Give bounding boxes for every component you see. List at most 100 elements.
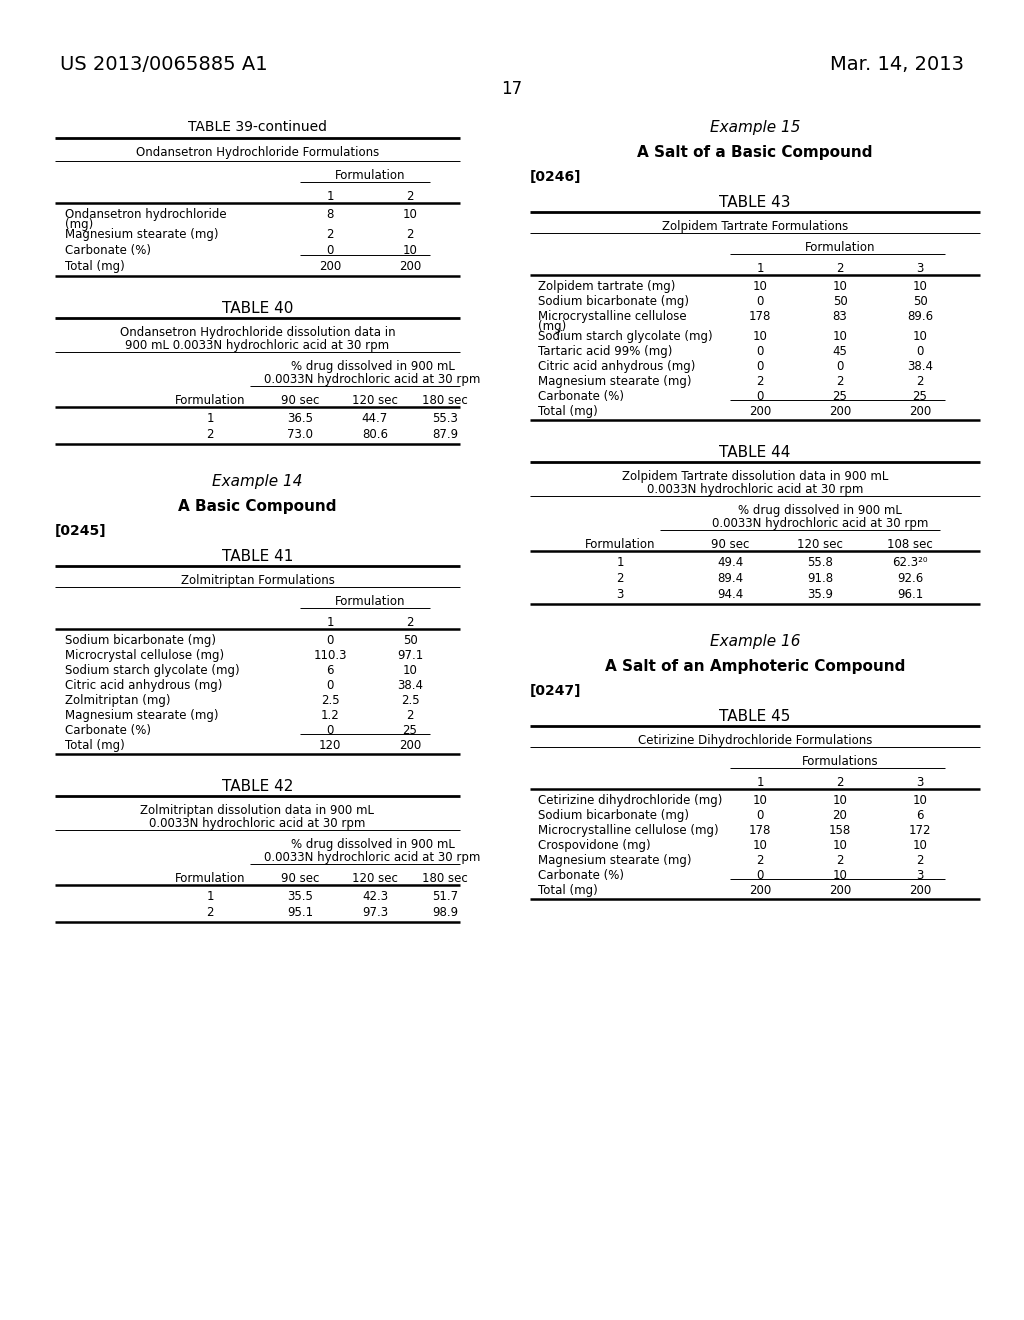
- Text: Example 15: Example 15: [710, 120, 800, 135]
- Text: 10: 10: [912, 840, 928, 851]
- Text: Formulation: Formulation: [335, 595, 406, 609]
- Text: Example 16: Example 16: [710, 634, 800, 649]
- Text: Carbonate (%): Carbonate (%): [65, 723, 151, 737]
- Text: 89.6: 89.6: [907, 310, 933, 323]
- Text: 0: 0: [916, 345, 924, 358]
- Text: 3: 3: [916, 869, 924, 882]
- Text: Ondansetron Hydrochloride dissolution data in: Ondansetron Hydrochloride dissolution da…: [120, 326, 395, 339]
- Text: 38.4: 38.4: [907, 360, 933, 374]
- Text: 36.5: 36.5: [287, 412, 313, 425]
- Text: 50: 50: [912, 294, 928, 308]
- Text: 2: 2: [407, 190, 414, 203]
- Text: 2: 2: [407, 228, 414, 242]
- Text: 49.4: 49.4: [717, 556, 743, 569]
- Text: 44.7: 44.7: [361, 412, 388, 425]
- Text: 200: 200: [828, 884, 851, 898]
- Text: Formulation: Formulation: [805, 242, 876, 253]
- Text: Cetirizine dihydrochloride (mg): Cetirizine dihydrochloride (mg): [538, 795, 722, 807]
- Text: 200: 200: [749, 405, 771, 418]
- Text: 0.0033N hydrochloric acid at 30 rpm: 0.0033N hydrochloric acid at 30 rpm: [712, 517, 928, 531]
- Text: 0: 0: [757, 294, 764, 308]
- Text: 120 sec: 120 sec: [352, 873, 398, 884]
- Text: (mg): (mg): [538, 319, 566, 333]
- Text: 1: 1: [757, 776, 764, 789]
- Text: [0245]: [0245]: [55, 524, 106, 539]
- Text: 8: 8: [327, 209, 334, 220]
- Text: % drug dissolved in 900 mL: % drug dissolved in 900 mL: [291, 838, 455, 851]
- Text: 200: 200: [399, 260, 421, 273]
- Text: 1: 1: [757, 261, 764, 275]
- Text: Microcrystal cellulose (mg): Microcrystal cellulose (mg): [65, 649, 224, 663]
- Text: 92.6: 92.6: [897, 572, 923, 585]
- Text: Sodium starch glycolate (mg): Sodium starch glycolate (mg): [538, 330, 713, 343]
- Text: 20: 20: [833, 809, 848, 822]
- Text: 10: 10: [753, 840, 767, 851]
- Text: Zolpidem Tartrate dissolution data in 900 mL: Zolpidem Tartrate dissolution data in 90…: [622, 470, 888, 483]
- Text: TABLE 45: TABLE 45: [719, 709, 791, 723]
- Text: 1: 1: [206, 890, 214, 903]
- Text: Mar. 14, 2013: Mar. 14, 2013: [830, 55, 964, 74]
- Text: 0.0033N hydrochloric acid at 30 rpm: 0.0033N hydrochloric acid at 30 rpm: [647, 483, 863, 496]
- Text: 10: 10: [912, 280, 928, 293]
- Text: 200: 200: [399, 739, 421, 752]
- Text: 158: 158: [828, 824, 851, 837]
- Text: 110.3: 110.3: [313, 649, 347, 663]
- Text: Total (mg): Total (mg): [65, 739, 125, 752]
- Text: Zolmitriptan (mg): Zolmitriptan (mg): [65, 694, 171, 708]
- Text: 10: 10: [402, 664, 418, 677]
- Text: 1.2: 1.2: [321, 709, 339, 722]
- Text: 10: 10: [753, 280, 767, 293]
- Text: Carbonate (%): Carbonate (%): [538, 389, 624, 403]
- Text: Total (mg): Total (mg): [538, 884, 598, 898]
- Text: 6: 6: [327, 664, 334, 677]
- Text: 10: 10: [833, 795, 848, 807]
- Text: 172: 172: [908, 824, 931, 837]
- Text: US 2013/0065885 A1: US 2013/0065885 A1: [60, 55, 267, 74]
- Text: 120: 120: [318, 739, 341, 752]
- Text: 0: 0: [327, 723, 334, 737]
- Text: Magnesium stearate (mg): Magnesium stearate (mg): [538, 854, 691, 867]
- Text: 0.0033N hydrochloric acid at 30 rpm: 0.0033N hydrochloric acid at 30 rpm: [264, 374, 480, 385]
- Text: Ondansetron Hydrochloride Formulations: Ondansetron Hydrochloride Formulations: [136, 147, 379, 158]
- Text: 1: 1: [327, 190, 334, 203]
- Text: 10: 10: [833, 869, 848, 882]
- Text: Crospovidone (mg): Crospovidone (mg): [538, 840, 650, 851]
- Text: 2: 2: [837, 375, 844, 388]
- Text: 6: 6: [916, 809, 924, 822]
- Text: 97.3: 97.3: [361, 906, 388, 919]
- Text: TABLE 43: TABLE 43: [719, 195, 791, 210]
- Text: 2: 2: [407, 616, 414, 630]
- Text: 200: 200: [749, 884, 771, 898]
- Text: 200: 200: [318, 260, 341, 273]
- Text: 2: 2: [837, 854, 844, 867]
- Text: 180 sec: 180 sec: [422, 393, 468, 407]
- Text: Sodium bicarbonate (mg): Sodium bicarbonate (mg): [65, 634, 216, 647]
- Text: Formulation: Formulation: [585, 539, 655, 550]
- Text: 87.9: 87.9: [432, 428, 458, 441]
- Text: Microcrystalline cellulose: Microcrystalline cellulose: [538, 310, 687, 323]
- Text: Example 14: Example 14: [212, 474, 303, 488]
- Text: 3: 3: [916, 261, 924, 275]
- Text: 2: 2: [616, 572, 624, 585]
- Text: Tartaric acid 99% (mg): Tartaric acid 99% (mg): [538, 345, 673, 358]
- Text: 89.4: 89.4: [717, 572, 743, 585]
- Text: Carbonate (%): Carbonate (%): [538, 869, 624, 882]
- Text: 900 mL 0.0033N hydrochloric acid at 30 rpm: 900 mL 0.0033N hydrochloric acid at 30 r…: [125, 339, 389, 352]
- Text: Microcrystalline cellulose (mg): Microcrystalline cellulose (mg): [538, 824, 719, 837]
- Text: 17: 17: [502, 81, 522, 98]
- Text: 35.5: 35.5: [287, 890, 313, 903]
- Text: 200: 200: [909, 884, 931, 898]
- Text: 2: 2: [837, 776, 844, 789]
- Text: 178: 178: [749, 310, 771, 323]
- Text: 10: 10: [753, 330, 767, 343]
- Text: 0: 0: [757, 809, 764, 822]
- Text: 10: 10: [833, 840, 848, 851]
- Text: 10: 10: [912, 330, 928, 343]
- Text: TABLE 39-continued: TABLE 39-continued: [188, 120, 327, 135]
- Text: 2: 2: [757, 854, 764, 867]
- Text: Magnesium stearate (mg): Magnesium stearate (mg): [65, 709, 218, 722]
- Text: 94.4: 94.4: [717, 587, 743, 601]
- Text: 50: 50: [402, 634, 418, 647]
- Text: 96.1: 96.1: [897, 587, 923, 601]
- Text: 108 sec: 108 sec: [887, 539, 933, 550]
